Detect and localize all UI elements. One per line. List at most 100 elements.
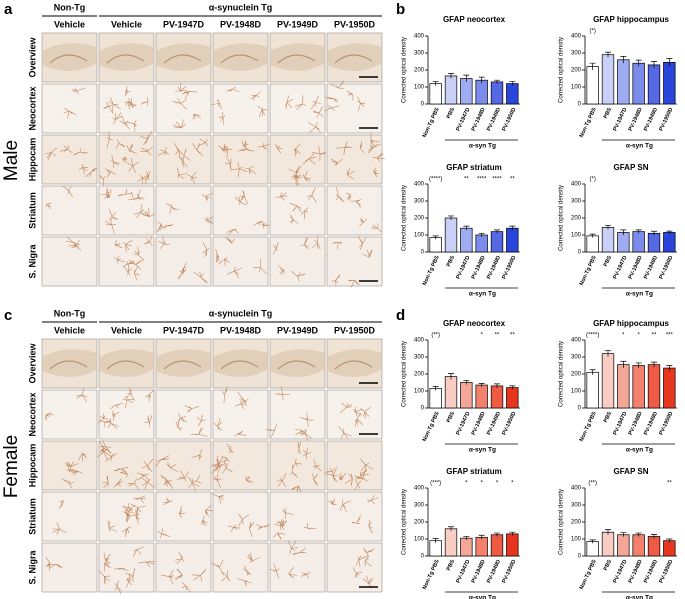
bar	[460, 537, 473, 557]
y-tick-label: 0	[421, 406, 425, 412]
astrocyte	[250, 91, 262, 101]
astrocyte	[78, 163, 89, 175]
x-tick-label: PV-1947D	[612, 255, 628, 280]
bar	[663, 367, 676, 409]
y-tick-label: 200	[571, 68, 582, 74]
astrocyte	[103, 101, 114, 115]
histology-image	[98, 542, 155, 595]
astrocyte	[107, 418, 120, 430]
y-tick-label: 100	[571, 537, 582, 543]
astrocyte	[237, 391, 247, 406]
astrocyte	[298, 429, 313, 441]
astrocyte	[121, 503, 136, 514]
astrocyte	[210, 455, 224, 471]
column-header: Vehicle	[54, 325, 85, 335]
x-tick-label: PV-1947D	[455, 559, 471, 584]
histology-image	[269, 491, 326, 542]
astrocyte	[190, 427, 208, 437]
y-axis-label: Corrected optical density	[559, 37, 565, 103]
astrocyte	[107, 520, 117, 532]
y-axis-label: Corrected optical density	[559, 341, 565, 407]
significance: **	[464, 177, 469, 183]
chart-title: GFAP striatum	[446, 163, 501, 172]
brain-section	[213, 43, 268, 72]
astrocyte	[237, 140, 255, 152]
astrocyte	[61, 478, 74, 489]
astrocyte	[338, 472, 347, 481]
hippocampus-curve	[277, 360, 316, 370]
astrocyte	[274, 519, 287, 527]
astrocyte	[182, 91, 197, 100]
x-tick-label: PV-1947D	[455, 107, 471, 132]
astrocyte	[125, 572, 133, 588]
bar	[460, 227, 473, 253]
astrocyte	[310, 95, 321, 110]
group-header: α-synuclein Tg	[209, 308, 273, 318]
histology-image	[269, 185, 326, 236]
column-header: PV-1950D	[334, 325, 376, 335]
astrocyte	[353, 407, 363, 417]
astrocyte	[163, 479, 174, 489]
bar	[601, 227, 615, 253]
significance: *	[511, 481, 514, 487]
astrocyte	[109, 402, 124, 410]
y-axis-label: Corrected optical density	[402, 489, 408, 555]
column-header: Vehicle	[54, 19, 85, 29]
bar	[475, 234, 488, 253]
y-tick-label: 300	[414, 355, 425, 361]
astrocyte	[187, 172, 197, 185]
astrocyte	[262, 221, 271, 229]
histology-image	[326, 185, 383, 236]
image-bg	[212, 185, 269, 236]
histology-image	[98, 131, 155, 188]
image-bg	[41, 83, 98, 134]
astrocyte	[294, 428, 307, 436]
image-bg	[326, 185, 383, 236]
astrocyte	[276, 472, 287, 488]
chart-title: GFAP neocortex	[443, 319, 506, 328]
astrocyte	[302, 153, 317, 165]
astrocyte	[76, 387, 88, 403]
astrocyte	[246, 552, 260, 563]
astrocyte	[69, 469, 83, 476]
y-tick-label: 300	[414, 199, 425, 205]
astrocyte	[324, 469, 338, 483]
error-bar	[589, 233, 596, 238]
x-tick-label: PBS	[446, 559, 456, 572]
histology-image	[155, 83, 212, 134]
x-tick-label: PV-1950D	[501, 411, 517, 436]
astrocyte	[202, 242, 210, 258]
astrocyte	[312, 459, 322, 472]
histology-image	[98, 83, 155, 134]
image-bg	[41, 185, 98, 236]
astrocyte	[126, 120, 137, 132]
image-bg	[41, 389, 98, 440]
astrocyte	[141, 477, 155, 490]
histology-image	[98, 185, 156, 236]
astrocyte	[328, 498, 337, 505]
y-tick-label: 400	[571, 338, 582, 344]
image-bg	[212, 440, 269, 491]
astrocyte	[127, 97, 137, 108]
image-bg	[212, 236, 269, 287]
astrocyte	[245, 476, 253, 484]
astrocyte	[294, 95, 307, 110]
astrocyte	[78, 452, 87, 462]
x-tick-label: PV-1950D	[658, 411, 674, 436]
bar	[475, 536, 488, 557]
chart-title: GFAP SN	[614, 163, 649, 172]
y-tick-label: 200	[414, 216, 425, 222]
astrocyte	[226, 228, 239, 235]
hippocampus-curve	[334, 54, 373, 64]
astrocyte	[372, 152, 386, 162]
image-bg	[212, 389, 269, 440]
bar	[429, 237, 442, 253]
bar	[475, 79, 488, 105]
astrocyte	[85, 167, 98, 178]
image-bg	[98, 542, 155, 593]
astrocyte	[344, 473, 353, 487]
astrocyte	[244, 165, 256, 174]
y-tick-label: 300	[571, 355, 582, 361]
x-tick-label: PBS	[446, 107, 456, 120]
astrocyte	[357, 236, 367, 250]
